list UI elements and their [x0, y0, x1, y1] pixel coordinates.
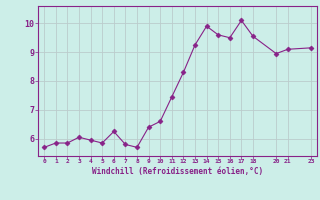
X-axis label: Windchill (Refroidissement éolien,°C): Windchill (Refroidissement éolien,°C) [92, 167, 263, 176]
